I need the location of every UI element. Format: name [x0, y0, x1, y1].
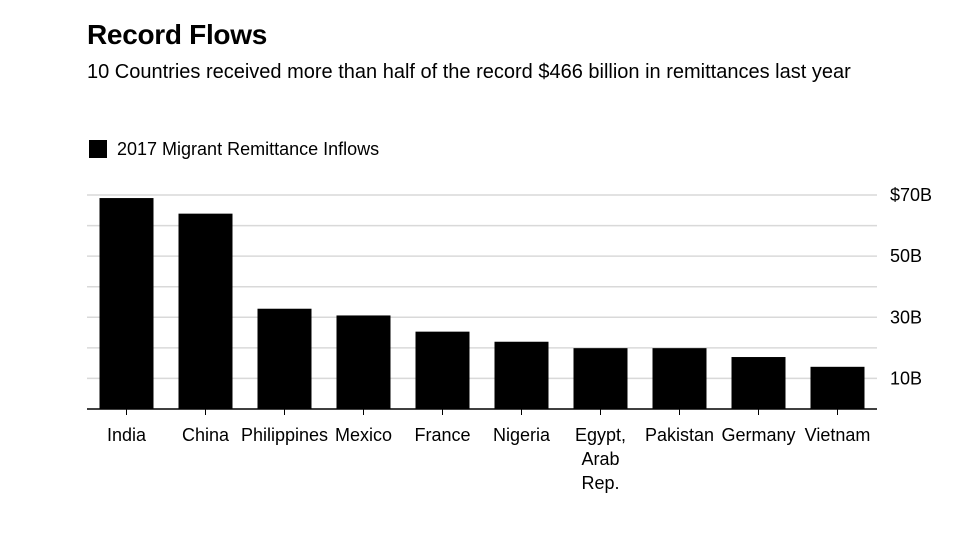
chart-subtitle: 10 Countries received more than half of … — [87, 61, 851, 83]
x-tick-label: Germany — [721, 425, 795, 445]
x-tick-label: Vietnam — [805, 425, 871, 445]
bar — [573, 348, 628, 409]
x-tick-label: India — [107, 425, 147, 445]
x-tick-label: Mexico — [335, 425, 392, 445]
bar — [494, 341, 549, 409]
x-tick-label: Philippines — [241, 425, 328, 445]
x-tick-label: France — [414, 425, 470, 445]
bar — [415, 331, 470, 409]
bar — [731, 357, 786, 409]
y-tick-label: 50B — [890, 246, 922, 266]
legend: 2017 Migrant Remittance Inflows — [89, 138, 379, 160]
bar — [652, 348, 707, 409]
x-tick-label: China — [182, 425, 230, 445]
x-tick-label: Egypt, Arab Rep. — [575, 425, 626, 493]
bar — [336, 315, 391, 409]
bar — [178, 213, 233, 409]
bar — [257, 308, 312, 409]
legend-swatch — [89, 140, 107, 158]
x-tick-label: Nigeria — [493, 425, 551, 445]
chart-title: Record Flows — [87, 19, 267, 50]
y-tick-label: $70B — [890, 185, 932, 205]
bar — [810, 366, 865, 409]
bar — [99, 198, 154, 409]
x-tick-label: Pakistan — [645, 425, 714, 445]
y-tick-label: 10B — [890, 368, 922, 388]
legend-label: 2017 Migrant Remittance Inflows — [117, 139, 380, 159]
y-tick-label: 30B — [890, 307, 922, 327]
